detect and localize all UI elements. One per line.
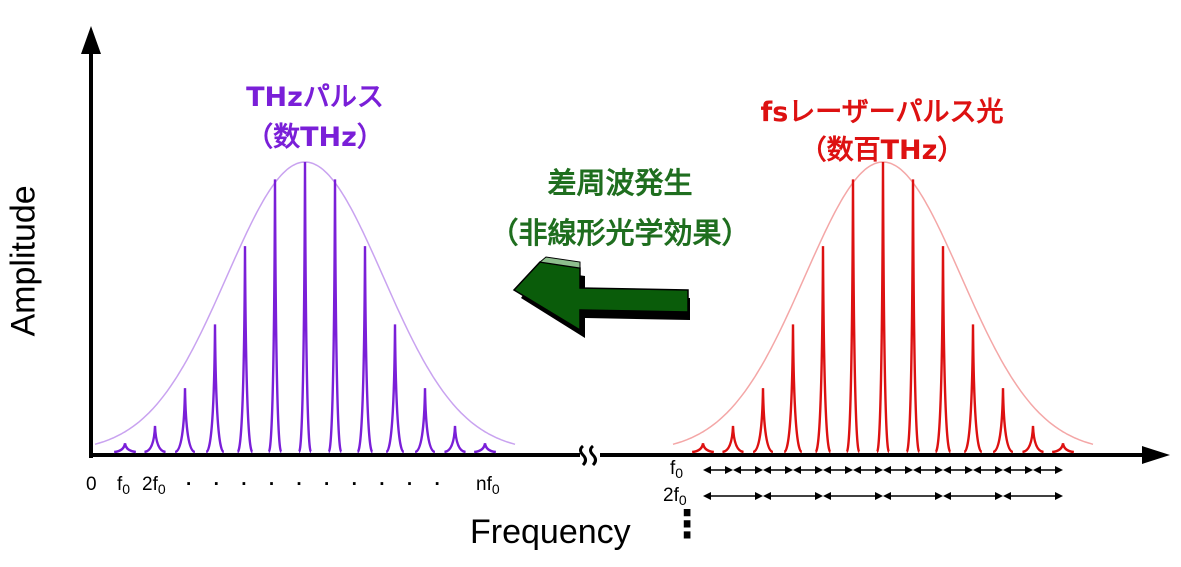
2f0-spacing-arrowhead-left [763,492,771,500]
left-arrow-icon [512,256,690,338]
fs-title-line2: （数百THz） [799,135,965,166]
fs-comb-line [845,179,861,454]
spacing-2f0-sub: 0 [678,492,687,508]
dfg-title-line1: 差周波発生 [547,166,693,200]
f0-spacing-arrowhead-left [883,466,891,474]
f0-spacing-arrowhead-left [793,466,801,474]
f0-spacing-arrowhead-left [973,466,981,474]
2f0-spacing-arrowhead-left [883,492,891,500]
f0-spacing-arrowhead-right [875,466,883,474]
2f0-spacing-arrowhead-right [935,492,943,500]
y-axis-arrowhead [81,26,101,54]
x-axis-arrowhead [1142,446,1170,464]
fs-comb-line [1051,443,1075,454]
tick-nf0: nf0 [476,474,500,497]
f0-spacing-arrowhead-left [913,466,921,474]
f0-spacing-arrowhead-right [995,466,1003,474]
f0-spacing-arrowhead-left [1033,466,1041,474]
f0-spacing-arrowhead-right [905,466,913,474]
f0-spacing-arrowhead-left [943,466,951,474]
thz-comb-line [113,443,137,454]
thz-spectrum [94,161,516,454]
tick-2f0-sub: 0 [157,481,166,497]
f0-spacing-arrowhead-right [725,466,733,474]
spacing-f0-label: f0 [670,458,683,481]
fs-comb-line [992,388,1014,454]
comb-spacing-arrows [703,466,1063,500]
fs-comb-line [814,246,832,454]
f0-spacing-arrowhead-right [1055,466,1063,474]
f0-spacing-arrowhead-left [1003,466,1011,474]
f0-spacing-arrowhead-right [1025,466,1033,474]
spacing-f0-sub: 0 [675,465,684,481]
f0-spacing-arrowhead-right [965,466,973,474]
tick-2f0: 2f0 [142,474,166,497]
vertical-ellipsis: ⋮ [668,502,706,546]
tick-2f0-base: 2f [142,474,158,495]
fs-spectrum [672,161,1094,454]
2f0-spacing-arrowhead-right [1055,492,1063,500]
f0-spacing-arrowhead-left [733,466,741,474]
fs-comb-line [1022,425,1044,454]
f0-spacing-arrowhead-left [763,466,771,474]
2f0-spacing-arrowhead-right [875,492,883,500]
axes [81,26,1170,467]
tick-nf0-base: nf [476,474,492,495]
fs-comb-line [691,443,715,454]
dfg-title-line2: （非線形光学効果） [489,216,751,250]
2f0-spacing-arrowhead-right [755,492,763,500]
fs-comb-line [934,246,952,454]
spacing-2f0-base: 2f [663,485,679,506]
f0-spacing-arrowhead-left [823,466,831,474]
spacing-2f0-label: 2f0 [663,485,687,508]
fs-comb-line [875,161,891,454]
spacing-f0-base: f [670,458,676,479]
f0-spacing-arrowhead-left [853,466,861,474]
x-axis-label: Frequency [470,513,631,551]
thz-comb-line [385,324,405,454]
thz-title-line2: （数THz） [246,122,384,153]
thz-comb-line [267,179,283,454]
thz-comb-line [327,179,343,454]
f0-spacing-arrowhead-right [815,466,823,474]
tick-f0: f0 [117,474,130,497]
tick-ellipsis: · · · · · · · · · · [186,474,449,495]
fs-comb-line [905,179,921,454]
thz-comb-line [356,246,374,454]
thz-comb-line [444,425,466,454]
2f0-spacing-arrowhead-right [815,492,823,500]
y-axis-label: Amplitude [4,185,43,337]
f0-spacing-arrowhead-right [845,466,853,474]
fs-comb-line [963,324,983,454]
tick-zero: 0 [86,474,97,495]
2f0-spacing-arrowhead-left [823,492,831,500]
axis-break-icon [579,444,597,467]
2f0-spacing-arrowhead-right [995,492,1003,500]
thz-comb-line [297,161,313,454]
2f0-spacing-arrowhead-left [943,492,951,500]
thz-comb-line [205,324,225,454]
thz-title-line1: THzパルス [246,82,384,113]
f0-spacing-arrowhead-left [703,466,711,474]
thz-comb-line [473,443,497,454]
tick-nf0-sub: 0 [491,481,500,497]
tick-f0-sub: 0 [122,481,131,497]
2f0-spacing-arrowhead-left [1003,492,1011,500]
tick-f0-base: f [117,474,123,495]
fs-comb-line [722,425,744,454]
thz-comb-line [174,388,196,454]
2f0-spacing-arrowhead-left [703,492,711,500]
f0-spacing-arrowhead-right [935,466,943,474]
f0-spacing-arrowhead-right [755,466,763,474]
thz-comb-line [236,246,254,454]
fs-comb-line [783,324,803,454]
fs-title-line1: fsレーザーパルス光 [760,97,1004,128]
thz-comb-line [144,425,166,454]
f0-spacing-arrowhead-right [785,466,793,474]
fs-comb-line [752,388,774,454]
thz-comb-line [414,388,436,454]
